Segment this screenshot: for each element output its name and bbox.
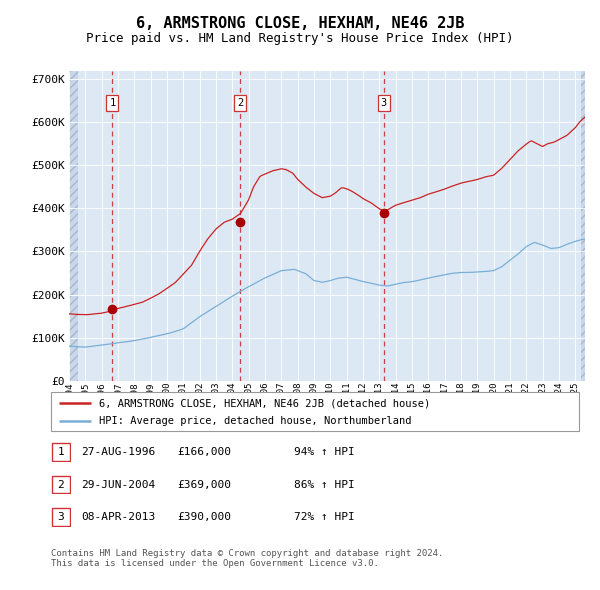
Text: 29-JUN-2004: 29-JUN-2004 xyxy=(81,480,155,490)
Text: 72% ↑ HPI: 72% ↑ HPI xyxy=(294,512,355,522)
Text: 3: 3 xyxy=(58,512,64,522)
FancyBboxPatch shape xyxy=(52,476,70,493)
Text: 6, ARMSTRONG CLOSE, HEXHAM, NE46 2JB: 6, ARMSTRONG CLOSE, HEXHAM, NE46 2JB xyxy=(136,16,464,31)
Text: £166,000: £166,000 xyxy=(177,447,231,457)
Text: 3: 3 xyxy=(380,99,387,109)
Text: HPI: Average price, detached house, Northumberland: HPI: Average price, detached house, Nort… xyxy=(98,416,411,426)
Text: 94% ↑ HPI: 94% ↑ HPI xyxy=(294,447,355,457)
Text: Price paid vs. HM Land Registry's House Price Index (HPI): Price paid vs. HM Land Registry's House … xyxy=(86,32,514,45)
FancyBboxPatch shape xyxy=(51,392,579,431)
Text: 86% ↑ HPI: 86% ↑ HPI xyxy=(294,480,355,490)
Bar xyxy=(581,71,585,381)
Text: 6, ARMSTRONG CLOSE, HEXHAM, NE46 2JB (detached house): 6, ARMSTRONG CLOSE, HEXHAM, NE46 2JB (de… xyxy=(98,398,430,408)
Text: 08-APR-2013: 08-APR-2013 xyxy=(81,512,155,522)
FancyBboxPatch shape xyxy=(52,509,70,526)
Text: Contains HM Land Registry data © Crown copyright and database right 2024.
This d: Contains HM Land Registry data © Crown c… xyxy=(51,549,443,568)
FancyBboxPatch shape xyxy=(52,444,70,461)
Text: 2: 2 xyxy=(58,480,64,490)
Text: 1: 1 xyxy=(58,447,64,457)
Bar xyxy=(581,71,585,381)
Text: £390,000: £390,000 xyxy=(177,512,231,522)
Text: £369,000: £369,000 xyxy=(177,480,231,490)
Bar xyxy=(69,71,78,381)
Bar xyxy=(69,71,78,381)
Text: 1: 1 xyxy=(109,99,116,109)
Text: 2: 2 xyxy=(237,99,244,109)
Text: 27-AUG-1996: 27-AUG-1996 xyxy=(81,447,155,457)
